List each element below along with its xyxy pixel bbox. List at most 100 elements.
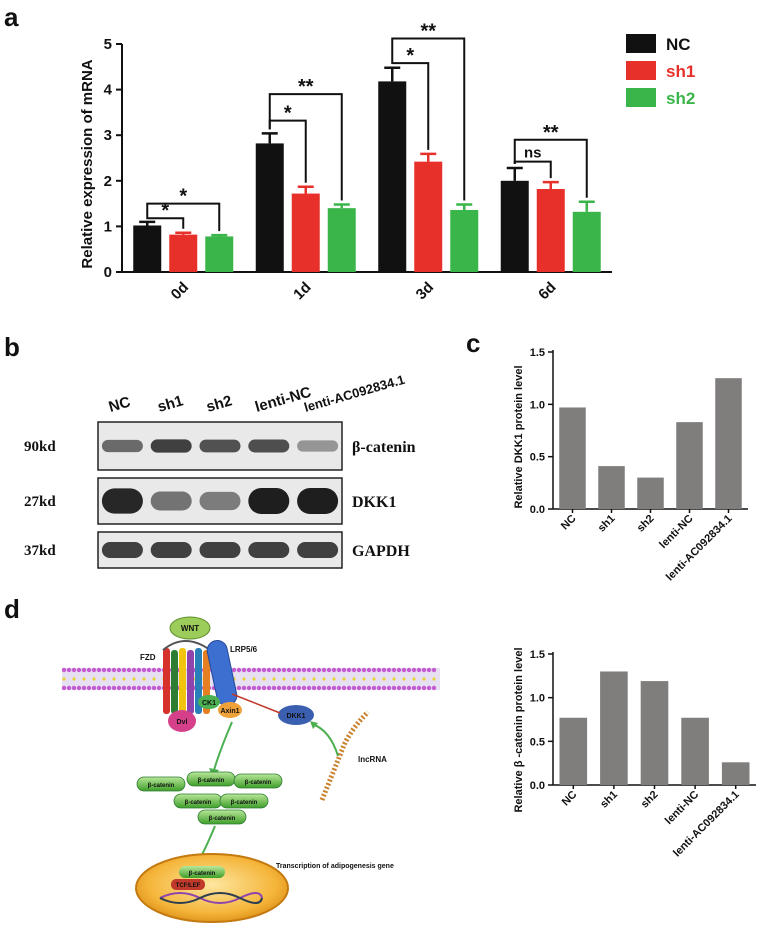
blot-band <box>101 439 143 453</box>
chart-c-dkk1: Relative DKK1 protein level 0.0 0.5 1.0 1.5… <box>513 347 748 583</box>
chart-a-sig-bracket <box>268 93 343 201</box>
chartC2-bar-sh1 <box>600 671 628 785</box>
axin-arrow <box>213 721 233 771</box>
lncrna-arrow <box>311 723 339 757</box>
axin-protein <box>218 702 242 718</box>
chartC-xtick: lenti-AC092834.1 <box>664 513 735 584</box>
chart-a-sig-bracket <box>146 217 185 229</box>
chartC-xtick: lenti-NC <box>657 513 695 551</box>
panel-letter-b: b <box>4 332 20 362</box>
chartC2-xtick: sh1 <box>598 789 620 811</box>
chart-a-sig-label: * <box>179 186 187 208</box>
chartC2-bar-sh2 <box>640 681 669 785</box>
chart-a-ylabel: Relative expression of mRNA <box>79 59 96 268</box>
wnt-ligand <box>169 616 211 640</box>
chart-a-sig-label: ** <box>543 122 559 144</box>
chart-a-legend-swatch-NC <box>626 34 656 53</box>
chartC-ytick: 0.5 <box>530 452 545 464</box>
chartC-bar-lenti-NC <box>676 422 703 509</box>
nuclear-beta-catenin-label: β-catenin <box>189 871 216 877</box>
chartC2-bar-lenti-NC <box>681 717 709 785</box>
blot-band <box>297 488 339 514</box>
chart-a-bar-NC-0d <box>133 225 162 272</box>
blot-band <box>297 440 339 452</box>
chart-a-xtick: 3d <box>413 279 437 303</box>
blot-lane-label: NC <box>107 393 133 415</box>
ck1-protein <box>198 695 220 709</box>
chart-a-bar-NC-1d <box>255 143 284 272</box>
chart-a-bar-sh2-0d <box>205 236 234 272</box>
panel-letter-c: c <box>466 328 480 358</box>
chartC-bar-NC <box>559 407 586 509</box>
chartC2-xtick: lenti-NC <box>663 789 701 827</box>
chartC-bar-lenti-AC092834.1 <box>715 378 742 509</box>
chart-c2-beta-catenin: Relative β -catenin protein level 0.0 0.5… <box>513 647 756 859</box>
chart-a-legend-swatch-sh1 <box>626 61 656 80</box>
blot-band <box>248 542 290 558</box>
chartC-xtick: NC <box>559 513 579 533</box>
dna-strand-2 <box>159 892 263 904</box>
blot-size-label: 27kd <box>24 494 56 510</box>
blot-band <box>199 491 241 511</box>
blot-lane-label: sh1 <box>156 392 186 415</box>
nuclear-beta-catenin <box>179 866 225 878</box>
blot-band <box>248 439 290 453</box>
chart-a-sig-label: * <box>161 200 169 222</box>
chart-a-bar-sh1-0d <box>169 234 198 272</box>
blot-band <box>150 491 192 511</box>
chart-a-ytick: 3 <box>104 127 112 144</box>
blot-lane-label: sh2 <box>204 392 234 415</box>
beta-catenin-pill <box>219 793 269 809</box>
chart-a-sig-label: * <box>284 103 292 125</box>
chart-a: Relative expression of mRNA 0 1 2 3 4 5 0d 1d 3d… <box>79 21 695 304</box>
chart-a-ytick: 5 <box>104 36 112 53</box>
beta-catenin-pill-label: β-catenin <box>245 780 272 786</box>
wnt-label: WNT <box>181 624 199 633</box>
chart-a-ytick: 1 <box>104 218 112 235</box>
chart-a-legend-label: NC <box>666 35 691 54</box>
blot-protein-label: DKK1 <box>352 494 396 511</box>
chart-a-ytick: 2 <box>104 173 112 190</box>
lrp-label: LRP5/6 <box>230 645 258 654</box>
blot-band <box>101 542 143 558</box>
chart-a-sig-bracket <box>513 138 588 198</box>
tcf-lef <box>171 879 205 890</box>
chartC2-xtick: NC <box>560 789 580 809</box>
chartC2-ytick: 0.0 <box>530 780 545 792</box>
blot-band <box>199 542 241 558</box>
nucleus <box>135 853 289 923</box>
chart-a-xtick: 1d <box>290 279 314 303</box>
beta-catenin-pill-label: β-catenin <box>209 816 236 822</box>
beta-catenin-pill-label: β-catenin <box>231 800 258 806</box>
chartC2-ytick: 1.0 <box>530 693 545 705</box>
chart-a-sig-label: ** <box>298 76 314 98</box>
chartC2-ytick: 0.5 <box>530 736 545 748</box>
chart-a-sig-bracket <box>146 202 221 232</box>
beta-catenin-pill <box>197 809 247 825</box>
panel-letter-a: a <box>4 2 19 32</box>
blot-protein-label: GAPDH <box>352 543 410 560</box>
blot-band <box>150 439 192 453</box>
chartC2-ytick: 1.5 <box>530 649 545 661</box>
chart-a-bar-sh2-1d <box>327 208 356 272</box>
blot-band <box>199 439 241 453</box>
cell-membrane <box>61 667 440 691</box>
blot-size-label: 90kd <box>24 439 56 455</box>
beta-catenin-pool: β-catenin β-catenin β-catenin β-catenin β-ca… <box>136 771 283 825</box>
chart-a-sig-label: ** <box>420 21 436 43</box>
lncrna-label: lncRNA <box>358 755 387 764</box>
chart-a-bar-sh2-6d <box>572 211 601 272</box>
transcription-label: Transcription of adipogenesis gene <box>276 863 394 870</box>
chart-a-bar-sh1-6d <box>536 189 565 272</box>
blot-band <box>150 542 192 558</box>
chart-a-ytick: 0 <box>104 264 112 281</box>
blot-protein-label: β-catenin <box>352 439 416 456</box>
chartC-xtick: sh1 <box>596 513 618 535</box>
fzd-label: FZD <box>140 653 156 662</box>
chartC-bar-sh2 <box>637 477 664 509</box>
chart-a-sig-bracket <box>513 160 552 179</box>
blot-size-label: 37kd <box>24 543 56 559</box>
chart-a-xtick: 0d <box>168 279 192 303</box>
chartC-ytick: 1.5 <box>530 347 545 359</box>
